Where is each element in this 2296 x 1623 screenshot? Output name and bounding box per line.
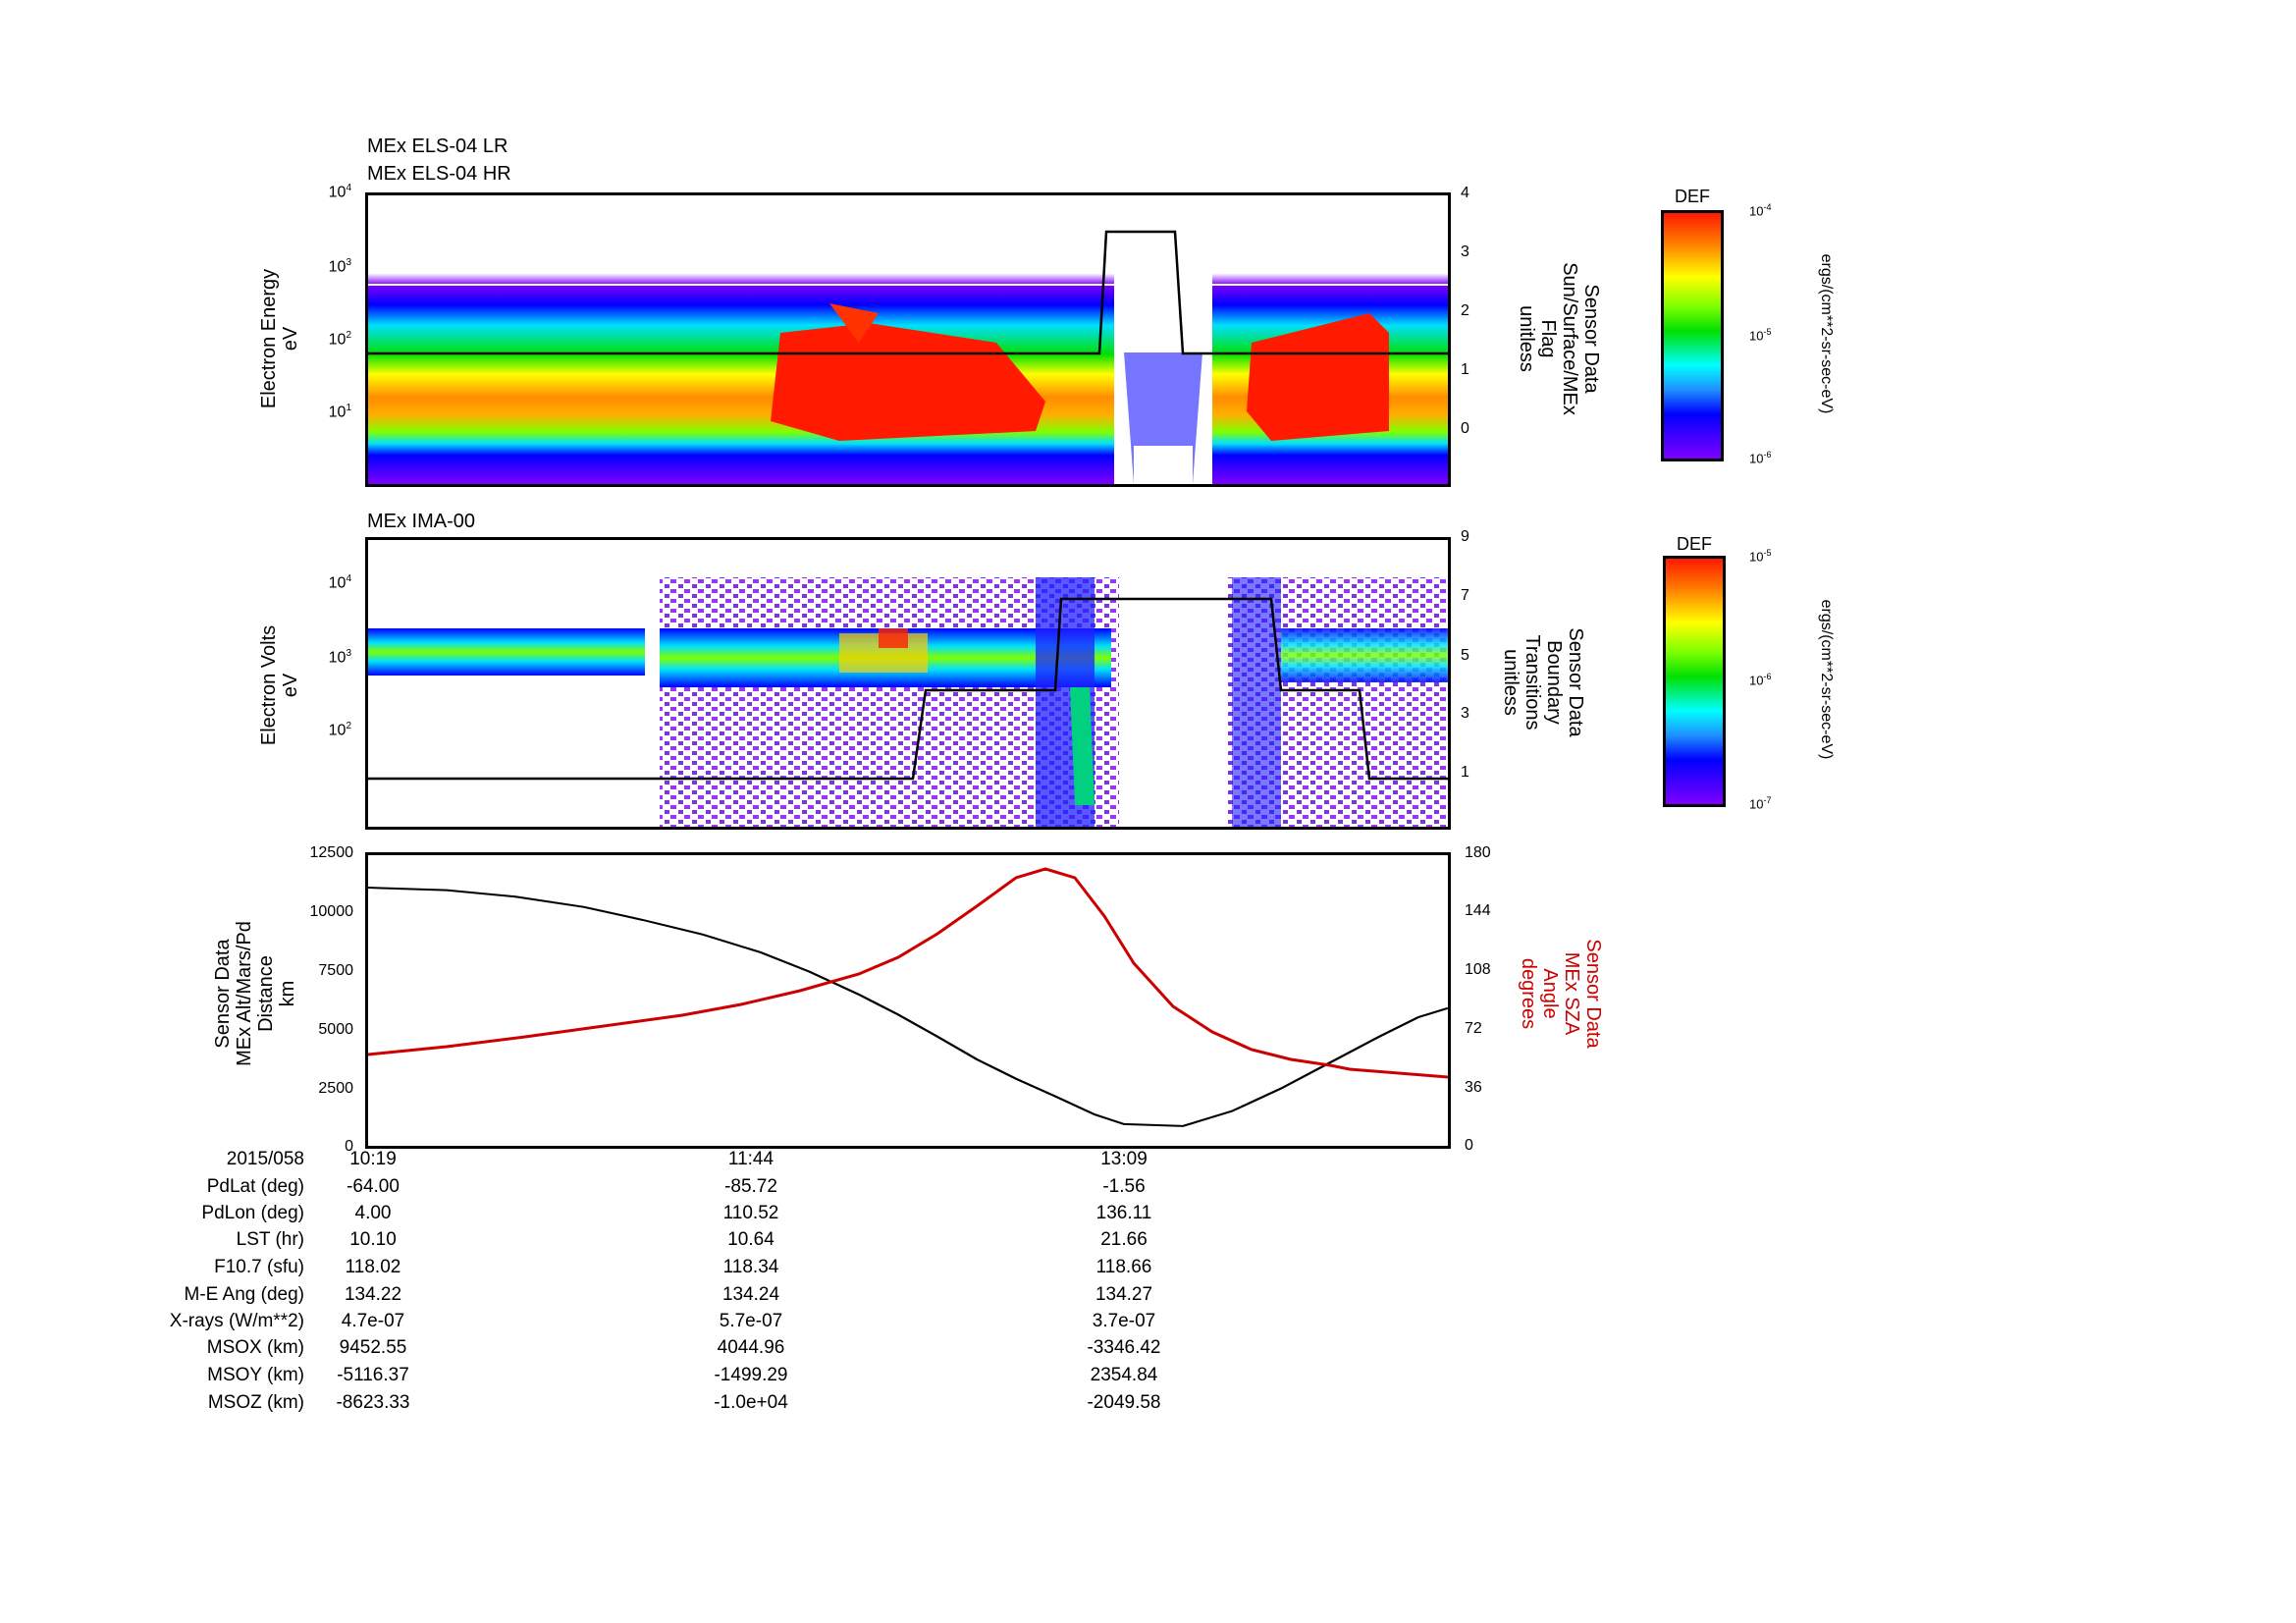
table-cell: 134.27 [1095, 1284, 1153, 1305]
colorbar1-tick-mid: 10-5 [1749, 327, 1772, 344]
table-cell: 13:09 [1100, 1149, 1148, 1169]
panel2-plot [368, 540, 1448, 827]
table-cell: 4.00 [354, 1203, 392, 1223]
panel1-rtick: 3 [1461, 243, 1469, 260]
table-cell: 10.10 [349, 1229, 397, 1250]
panel1-plot [368, 195, 1448, 484]
panel1-title-hr: MEx ELS-04 HR [367, 163, 511, 185]
table-cell: -85.72 [724, 1176, 777, 1197]
table-cell: 118.34 [722, 1257, 779, 1277]
panel2-rtick: 9 [1461, 528, 1469, 545]
table-cell: -1.0e+04 [714, 1392, 788, 1413]
panel3-rtick: 36 [1465, 1079, 1482, 1096]
colorbar2-title: DEF [1677, 534, 1712, 554]
panel3-ytick: 10000 [309, 903, 354, 920]
panel1-ytick: 102 [328, 330, 351, 349]
colorbar1 [1661, 210, 1724, 461]
panel2-spectrogram [365, 537, 1451, 830]
table-cell: 134.22 [344, 1284, 402, 1305]
table-cell: 10.64 [727, 1229, 774, 1250]
panel3-ytick: 5000 [318, 1021, 353, 1038]
panel3-rtick: 72 [1465, 1020, 1482, 1037]
panel2-title: MEx IMA-00 [367, 511, 476, 532]
table-cell: 118.02 [345, 1257, 401, 1277]
table-cell: 136.11 [1095, 1203, 1152, 1223]
panel3-ytick: 0 [345, 1138, 353, 1155]
table-cell: 11:44 [727, 1149, 774, 1169]
colorbar2-tick-top: 10-5 [1749, 548, 1772, 565]
colorbar2 [1663, 556, 1726, 807]
panel2-rtick: 7 [1461, 587, 1469, 604]
table-row-label: MSOY (km) [207, 1365, 304, 1385]
panel2-ytick: 102 [328, 721, 351, 739]
table-row-label: MSOX (km) [206, 1337, 304, 1358]
panel2-rtick: 3 [1461, 705, 1469, 722]
table-cell: 134.24 [721, 1284, 780, 1305]
sza-line [368, 867, 1448, 1079]
table-cell: 3.7e-07 [1092, 1311, 1156, 1331]
panel1-spectrogram [365, 192, 1451, 487]
table-cell: 4.7e-07 [341, 1311, 405, 1331]
panel1-ytick: 103 [328, 257, 351, 276]
altitude-line [368, 887, 1448, 1127]
table-row-label: F10.7 (sfu) [214, 1257, 304, 1277]
panel2-ytick: 103 [328, 648, 351, 667]
table-row-label: PdLat (deg) [206, 1176, 304, 1197]
panel3-lineplot [365, 852, 1451, 1149]
table-cell: -1.56 [1102, 1176, 1146, 1197]
table-cell: 9452.55 [339, 1337, 407, 1358]
table-cell: 21.66 [1100, 1229, 1148, 1250]
panel1-rtick: 0 [1461, 420, 1469, 437]
panel3-right-label: Sensor Data MEx SZA Angle degrees [1518, 939, 1604, 1049]
colorbar1-tick-top: 10-4 [1749, 202, 1772, 219]
table-cell: -8623.33 [336, 1392, 410, 1413]
colorbar2-tick-mid: 10-6 [1749, 672, 1772, 688]
table-cell: 5.7e-07 [719, 1311, 783, 1331]
table-cell: -5116.37 [337, 1365, 409, 1385]
panel3-ytick: 2500 [318, 1080, 353, 1097]
table-row-label: M-E Ang (deg) [184, 1284, 305, 1305]
table-cell: 118.66 [1095, 1257, 1152, 1277]
table-cell: -64.00 [347, 1176, 400, 1197]
table-cell: 110.52 [722, 1203, 779, 1223]
panel3-plot [368, 867, 1448, 1127]
colorbar2-unit: ergs/(cm**2-sr-sec-eV) [1818, 599, 1835, 760]
panel2-rtick: 5 [1461, 647, 1469, 664]
panel1-rtick: 4 [1461, 185, 1469, 201]
colorbar1-title: DEF [1675, 187, 1710, 206]
panel3-ytick: 7500 [318, 962, 353, 979]
panel1-ytick: 104 [328, 183, 351, 201]
table-cell: -1499.29 [714, 1365, 788, 1385]
panel3-rtick: 180 [1465, 844, 1491, 861]
panel3-ytick: 12500 [309, 844, 354, 861]
panel1-ytick: 101 [328, 403, 351, 421]
panel1-right-label: Sensor Data Sun/Surface/MEx Flag unitless [1516, 262, 1602, 415]
panel1-rtick: 2 [1461, 302, 1469, 319]
panel3-rtick: 0 [1465, 1137, 1473, 1154]
table-cell: 10:19 [349, 1149, 397, 1169]
table-cell: -3346.42 [1087, 1337, 1161, 1358]
panel2-right-label: Sensor Data Boundary Transitions unitless [1500, 627, 1586, 737]
panel2-rtick: 1 [1461, 764, 1469, 781]
panel3-rtick: 108 [1465, 961, 1491, 978]
panel1-rtick: 1 [1461, 361, 1469, 378]
panel3-rtick: 144 [1465, 902, 1491, 919]
colorbar1-unit: ergs/(cm**2-sr-sec-eV) [1818, 253, 1835, 414]
table-cell: 2354.84 [1090, 1365, 1158, 1385]
table-cell: 4044.96 [717, 1337, 785, 1358]
panel3-ylabel: Sensor Data MEx Alt/Mars/Pd Distance km [212, 921, 298, 1066]
table-row-label: X-rays (W/m**2) [169, 1311, 304, 1331]
colorbar2-tick-bottom: 10-7 [1749, 795, 1772, 812]
table-row-label: 2015/058 [226, 1149, 304, 1169]
table-cell: -2049.58 [1087, 1392, 1161, 1413]
panel2-ytick: 104 [328, 573, 351, 592]
table-row-label: LST (hr) [236, 1229, 304, 1250]
table-row-label: MSOZ (km) [207, 1392, 304, 1413]
panel1-title-lr: MEx ELS-04 LR [367, 135, 508, 157]
colorbar1-tick-bottom: 10-6 [1749, 450, 1772, 466]
table-row-label: PdLon (deg) [201, 1203, 304, 1223]
